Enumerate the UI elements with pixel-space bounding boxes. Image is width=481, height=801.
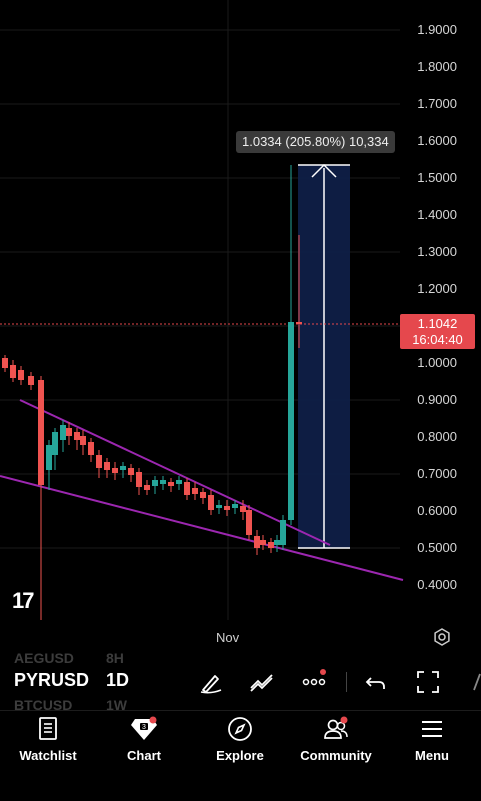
candle-body xyxy=(240,506,246,512)
trend-icon[interactable] xyxy=(248,668,276,696)
y-axis-label: 1.8000 xyxy=(417,59,457,74)
candle-body xyxy=(176,480,182,484)
candle-body xyxy=(10,365,16,378)
y-axis-label: 0.6000 xyxy=(417,503,457,518)
candle-body xyxy=(260,540,266,545)
tab-explore-label: Explore xyxy=(192,748,288,763)
candle-body xyxy=(60,425,66,440)
tab-menu-label: Menu xyxy=(384,748,480,763)
candle-body xyxy=(208,495,214,510)
candle-body xyxy=(144,485,150,490)
fullscreen-icon[interactable] xyxy=(414,668,442,696)
candle-body xyxy=(296,322,302,324)
y-axis-label: 0.7000 xyxy=(417,466,457,481)
y-axis-label: 1.7000 xyxy=(417,96,457,111)
candle-body xyxy=(46,445,52,470)
candle-body xyxy=(168,482,174,486)
candle-body xyxy=(120,466,126,470)
brush-icon-partial[interactable] xyxy=(466,668,481,696)
candle-body xyxy=(136,472,142,487)
y-axis-label: 0.9000 xyxy=(417,392,457,407)
undo-icon[interactable] xyxy=(362,668,390,696)
candle-body xyxy=(200,492,206,498)
symbol-prev[interactable]: AEGUSD xyxy=(14,650,74,666)
y-axis-label: 1.0000 xyxy=(417,355,457,370)
candle-body xyxy=(88,442,94,455)
tab-community[interactable]: Community xyxy=(288,716,384,763)
candle-body xyxy=(112,468,118,473)
chart-tab-badge: 3 xyxy=(142,724,146,731)
countdown-timer: 16:04:40 xyxy=(400,332,475,348)
y-axis-label: 1.9000 xyxy=(417,22,457,37)
y-axis-label: 1.3000 xyxy=(417,244,457,259)
compass-icon xyxy=(227,716,253,742)
watchlist-icon xyxy=(35,716,61,742)
candle-body xyxy=(152,480,158,486)
candle-body xyxy=(96,455,102,468)
chart-area[interactable]: 1.9000 1.8000 1.7000 1.6000 1.5000 1.4000 1.30… xyxy=(0,0,481,656)
candle-body xyxy=(74,432,80,440)
current-price-value: 1.1042 xyxy=(400,316,475,332)
candle-body xyxy=(18,370,24,380)
tab-chart[interactable]: 3 Chart xyxy=(96,716,192,763)
candle-body xyxy=(184,482,190,495)
candle-body xyxy=(216,505,222,508)
tradingview-logo: 17 xyxy=(12,588,32,614)
y-axis-label: 1.4000 xyxy=(417,207,457,222)
current-price-badge: 1.1042 16:04:40 xyxy=(400,314,475,349)
candle-body xyxy=(52,432,58,455)
candle-body xyxy=(268,542,274,548)
candle-body xyxy=(280,520,286,545)
chart-icon: 3 xyxy=(129,716,159,742)
candle-body xyxy=(192,488,198,494)
candle-body xyxy=(160,480,166,484)
menu-icon xyxy=(419,716,445,742)
candle-body xyxy=(38,380,44,485)
candle-body xyxy=(254,536,260,548)
candle-body xyxy=(66,428,72,436)
candle-body xyxy=(274,540,280,545)
candle-body xyxy=(2,358,8,368)
candle-body xyxy=(288,322,294,520)
candle-body xyxy=(246,510,252,535)
tab-watchlist[interactable]: Watchlist xyxy=(0,716,96,763)
measure-tooltip: 1.0334 (205.80%) 10,334 xyxy=(236,131,395,153)
more-icon[interactable] xyxy=(300,668,328,696)
candle-body xyxy=(104,462,110,470)
pen-icon[interactable] xyxy=(197,668,225,696)
settings-icon[interactable] xyxy=(433,628,451,646)
interval-selector[interactable]: 1D xyxy=(106,670,129,691)
tab-community-label: Community xyxy=(288,748,384,763)
candles xyxy=(2,165,302,620)
x-axis-label: Nov xyxy=(216,630,239,645)
candle-body xyxy=(28,376,34,385)
y-axis-label: 1.2000 xyxy=(417,281,457,296)
y-axis-label: 1.5000 xyxy=(417,170,457,185)
tab-watchlist-label: Watchlist xyxy=(0,748,96,763)
interval-prev[interactable]: 8H xyxy=(106,650,124,666)
y-axis-label: 1.6000 xyxy=(417,133,457,148)
candle-body xyxy=(224,506,230,510)
y-axis-label: 0.4000 xyxy=(417,577,457,592)
symbol-selector[interactable]: PYRUSD xyxy=(14,670,89,691)
tab-menu[interactable]: Menu xyxy=(384,716,480,763)
toolbar-separator xyxy=(346,672,347,692)
candle-body xyxy=(80,436,86,445)
community-icon xyxy=(322,716,350,742)
y-axis-label: 0.8000 xyxy=(417,429,457,444)
tab-chart-label: Chart xyxy=(96,748,192,763)
y-axis-label: 0.5000 xyxy=(417,540,457,555)
candle-body xyxy=(128,468,134,475)
candle-body xyxy=(232,504,238,508)
tab-explore[interactable]: Explore xyxy=(192,716,288,763)
